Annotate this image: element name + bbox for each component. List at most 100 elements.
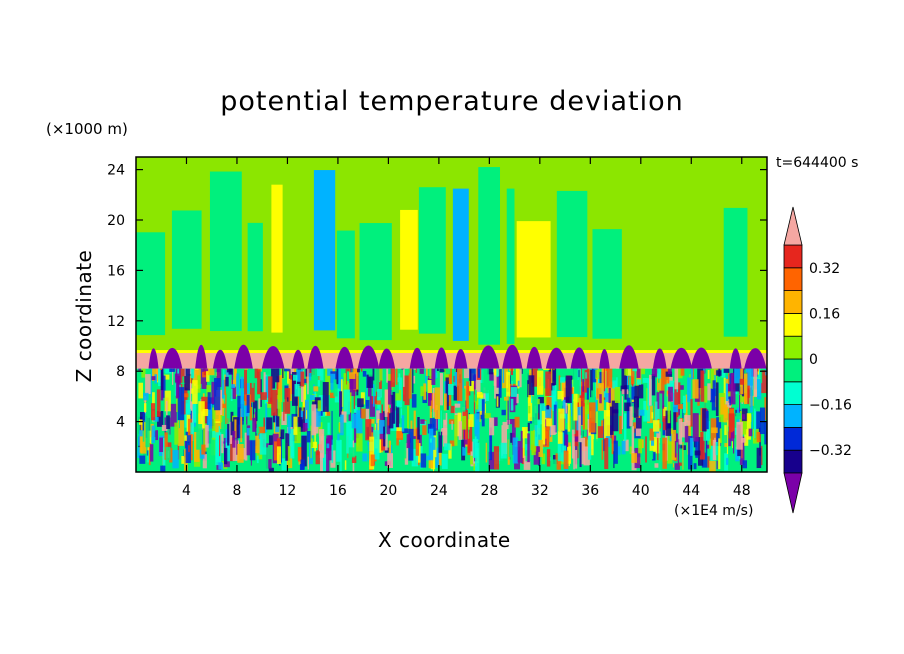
- turbulence-streak: [728, 399, 730, 404]
- x-tick-label: 40: [632, 483, 650, 499]
- turbulence-streak: [565, 375, 572, 403]
- turbulence-streak: [475, 393, 481, 410]
- turbulence-streak: [283, 402, 285, 421]
- turbulence-streak: [388, 440, 392, 454]
- turbulence-streak: [277, 389, 282, 417]
- turbulence-streak: [317, 379, 320, 387]
- turbulence-streak: [257, 418, 259, 428]
- turbulence-streak: [711, 427, 718, 434]
- turbulence-streak: [555, 453, 561, 470]
- plume: [570, 347, 588, 369]
- turbulence-streak: [709, 438, 711, 450]
- turbulence-streak: [439, 373, 443, 406]
- turbulence-streak: [336, 368, 341, 389]
- turbulence-streak: [287, 397, 289, 402]
- turbulence-streak: [462, 415, 467, 430]
- turbulence-streak: [728, 413, 735, 439]
- turbulence-streak: [465, 400, 467, 419]
- turbulence-streak: [496, 376, 501, 388]
- turbulence-streak: [580, 437, 586, 465]
- turbulence-streak: [152, 392, 155, 409]
- turbulence-streak: [275, 368, 280, 383]
- turbulence-streak: [234, 368, 237, 377]
- turbulence-streak: [558, 408, 565, 431]
- turbulence-streak: [246, 425, 251, 456]
- turbulence-streak: [511, 381, 513, 388]
- turbulence-streak: [372, 368, 375, 381]
- turbulence-streak: [292, 374, 299, 381]
- turbulence-streak: [408, 428, 414, 461]
- turbulence-streak: [333, 379, 338, 397]
- turbulence-streak: [546, 449, 551, 467]
- turbulence-streak: [522, 427, 525, 458]
- turbulence-streak: [748, 428, 753, 437]
- turbulence-streak: [678, 404, 684, 409]
- turbulence-streak: [466, 381, 469, 409]
- turbulence-streak: [647, 405, 653, 424]
- turbulence-streak: [236, 373, 240, 395]
- turbulence-streak: [398, 373, 401, 379]
- turbulence-streak: [456, 368, 463, 402]
- turbulence-streak: [353, 387, 356, 409]
- turbulence-streak: [295, 393, 297, 427]
- turbulence-streak: [221, 415, 227, 442]
- turbulence-streak: [725, 376, 729, 402]
- turbulence-streak: [340, 414, 344, 436]
- turbulence-streak: [551, 459, 557, 472]
- turbulence-streak: [481, 399, 485, 427]
- upper-band: [171, 210, 202, 329]
- turbulence-streak: [395, 406, 400, 428]
- turbulence-streak: [659, 393, 663, 424]
- turbulence-streak: [546, 418, 552, 427]
- turbulence-streak: [159, 368, 163, 370]
- turbulence-streak: [694, 450, 701, 456]
- turbulence-streak: [734, 368, 740, 384]
- turbulence-streak: [527, 433, 530, 463]
- y-tick-label: 16: [107, 263, 125, 279]
- turbulence-streak: [256, 455, 259, 464]
- turbulence-streak: [619, 415, 622, 434]
- turbulence-streak: [450, 405, 456, 414]
- turbulence-streak: [294, 426, 301, 444]
- turbulence-streak: [603, 368, 606, 392]
- turbulence-streak: [375, 400, 381, 405]
- turbulence-streak: [231, 368, 233, 397]
- turbulence-streak: [182, 393, 189, 398]
- turbulence-streak: [215, 435, 221, 463]
- turbulence-streak: [595, 368, 600, 380]
- turbulence-streak: [240, 408, 243, 443]
- turbulence-streak: [610, 406, 614, 435]
- turbulence-streak: [260, 392, 267, 400]
- turbulence-streak: [724, 425, 727, 436]
- turbulence-streak: [448, 443, 452, 459]
- turbulence-streak: [667, 440, 673, 464]
- turbulence-streak: [254, 435, 261, 454]
- turbulence-streak: [726, 420, 729, 455]
- turbulence-streak: [139, 455, 146, 464]
- turbulence-streak: [327, 422, 330, 435]
- turbulence-streak: [184, 399, 191, 428]
- turbulence-streak: [743, 368, 746, 370]
- turbulence-streak: [230, 388, 233, 402]
- plume: [434, 347, 449, 369]
- turbulence-streak: [396, 431, 404, 440]
- turbulence-streak: [319, 368, 324, 381]
- turbulence-streak: [294, 384, 300, 397]
- plume: [599, 349, 610, 369]
- plume: [148, 348, 159, 369]
- turbulence-streak: [395, 389, 402, 401]
- turbulence-streak: [417, 434, 422, 447]
- turbulence-streak: [377, 395, 381, 421]
- turbulence-streak: [390, 368, 396, 387]
- turbulence-streak: [601, 439, 604, 460]
- turbulence-streak: [575, 449, 578, 469]
- turbulence-streak: [473, 463, 476, 471]
- turbulence-streak: [341, 411, 347, 423]
- turbulence-streak: [314, 404, 321, 427]
- turbulence-streak: [287, 446, 291, 467]
- turbulence-streak: [285, 433, 290, 461]
- turbulence-streak: [493, 417, 498, 427]
- turbulence-streak: [310, 441, 318, 449]
- turbulence-streak: [426, 455, 431, 461]
- turbulence-streak: [276, 438, 281, 454]
